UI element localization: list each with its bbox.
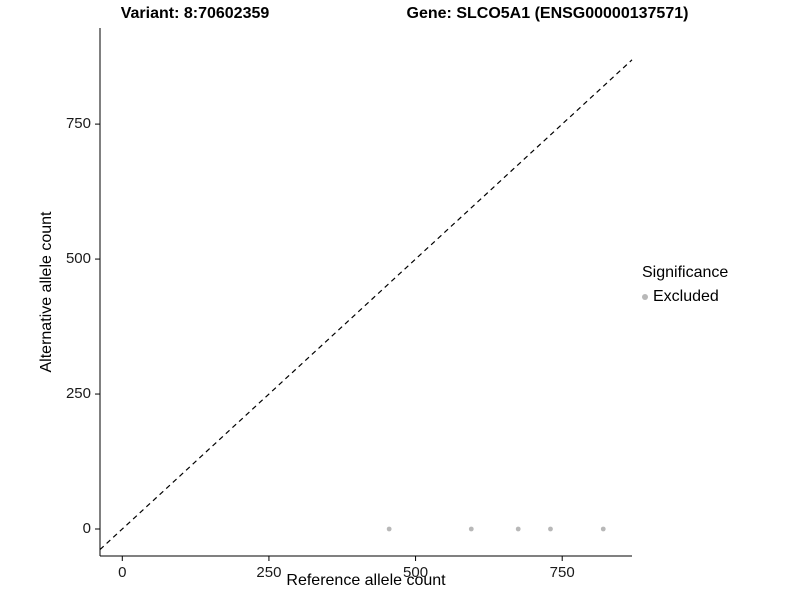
identity-dashed-line <box>99 59 633 550</box>
y-tick-label: 750 <box>65 115 91 133</box>
plot-title-gene: Gene: SLCO5A1 (ENSG00000137571) <box>406 5 689 22</box>
data-point <box>548 526 553 532</box>
y-tick-label: 0 <box>82 520 91 537</box>
y-tick-label: 500 <box>65 250 91 268</box>
x-tick-label: 0 <box>118 564 127 581</box>
x-tick-label: 750 <box>549 564 575 581</box>
data-point <box>386 526 392 532</box>
legend-entry-excluded: Excluded <box>642 288 728 306</box>
data-point <box>468 526 474 532</box>
legend-entry-label: Excluded <box>653 288 719 305</box>
x-axis-label: Reference allele count <box>286 572 446 589</box>
excluded-point-icon <box>642 294 648 300</box>
legend: Significance Excluded <box>642 264 728 306</box>
data-point <box>515 526 521 532</box>
y-tick-label: 250 <box>65 385 91 403</box>
plot-title-variant: Variant: 8:70602359 <box>120 5 270 22</box>
x-tick-label: 250 <box>256 564 282 581</box>
legend-title: Significance <box>642 264 729 281</box>
x-tick-label: 500 <box>403 564 429 581</box>
data-point <box>600 526 606 532</box>
